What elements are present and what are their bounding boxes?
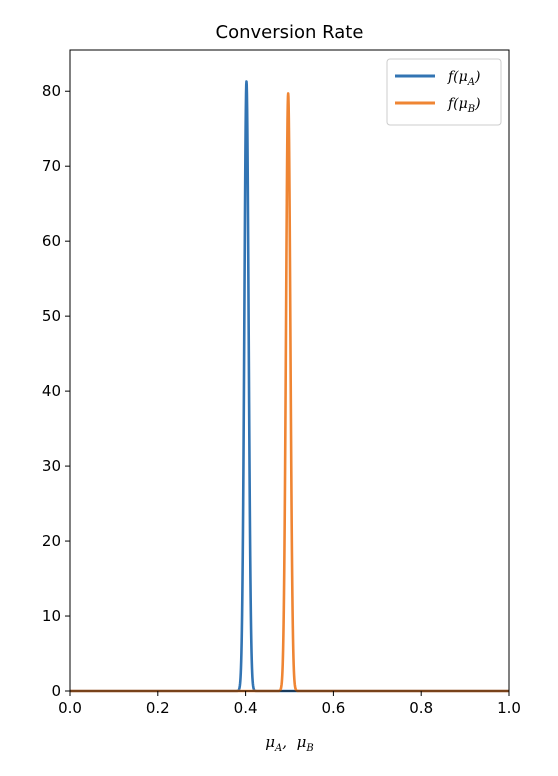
y-tick-label: 50 bbox=[42, 307, 61, 325]
axes-frame bbox=[69, 49, 510, 692]
legend-label-b: f(μB) bbox=[447, 96, 481, 115]
x-axis-ticks: 0.0 0.2 0.4 0.6 0.8 1.0 bbox=[58, 691, 521, 717]
plot-lines bbox=[68, 80, 511, 693]
x-tick-label: 0.0 bbox=[58, 699, 82, 717]
y-tick-label: 40 bbox=[42, 382, 61, 400]
y-tick-label: 80 bbox=[42, 82, 61, 100]
y-axis-ticks: 0 10 20 30 40 50 60 70 80 bbox=[42, 82, 70, 700]
chart-title: Conversion Rate bbox=[216, 22, 364, 43]
legend-label-a: f(μA) bbox=[447, 69, 480, 88]
y-tick-label: 20 bbox=[42, 532, 61, 550]
y-tick-label: 30 bbox=[42, 457, 61, 475]
x-tick-label: 0.6 bbox=[321, 699, 345, 717]
x-tick-label: 0.8 bbox=[409, 699, 433, 717]
x-tick-label: 0.4 bbox=[234, 699, 258, 717]
x-tick-label: 1.0 bbox=[497, 699, 521, 717]
y-tick-label: 0 bbox=[51, 682, 61, 700]
y-tick-label: 70 bbox=[42, 157, 61, 175]
x-axis-label: μA, μB bbox=[265, 733, 313, 754]
y-tick-label: 60 bbox=[42, 232, 61, 250]
series-line-b bbox=[68, 92, 511, 693]
legend: f(μA) f(μB) bbox=[386, 58, 502, 126]
y-tick-label: 10 bbox=[42, 607, 61, 625]
legend-frame bbox=[386, 58, 502, 126]
x-tick-label: 0.2 bbox=[146, 699, 170, 717]
